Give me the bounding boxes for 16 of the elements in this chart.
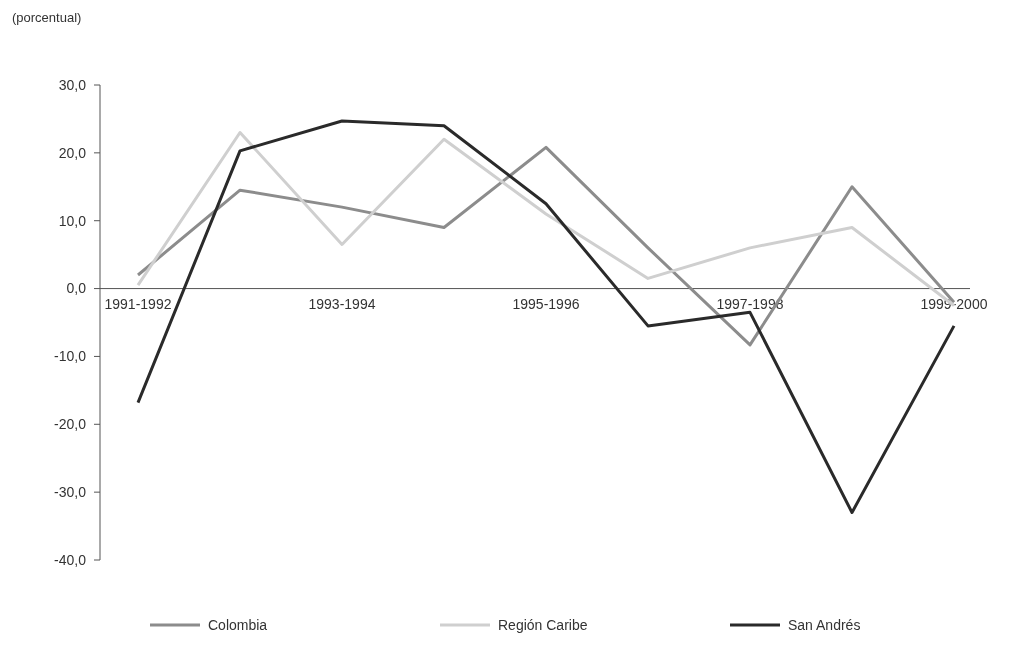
y-tick-label: -20,0	[54, 416, 87, 433]
y-axis-title: (porcentual)	[12, 10, 82, 25]
y-tick-label: -10,0	[54, 348, 87, 365]
x-tick-label: 1995-1996	[512, 295, 580, 312]
x-tick-label: 1993-1994	[308, 295, 376, 312]
legend-label: San Andrés	[788, 616, 861, 633]
y-tick-label: -40,0	[54, 551, 87, 568]
legend-label: Colombia	[208, 616, 268, 633]
y-tick-label: 10,0	[58, 212, 87, 229]
x-tick-label: 1991-1992	[104, 295, 172, 312]
y-tick-label: 30,0	[58, 76, 87, 93]
y-tick-label: 0,0	[66, 280, 87, 297]
legend-label: Región Caribe	[498, 616, 588, 633]
y-tick-label: -30,0	[54, 484, 87, 501]
x-tick-label: 1999-2000	[920, 295, 988, 312]
y-tick-label: 20,0	[58, 144, 87, 161]
